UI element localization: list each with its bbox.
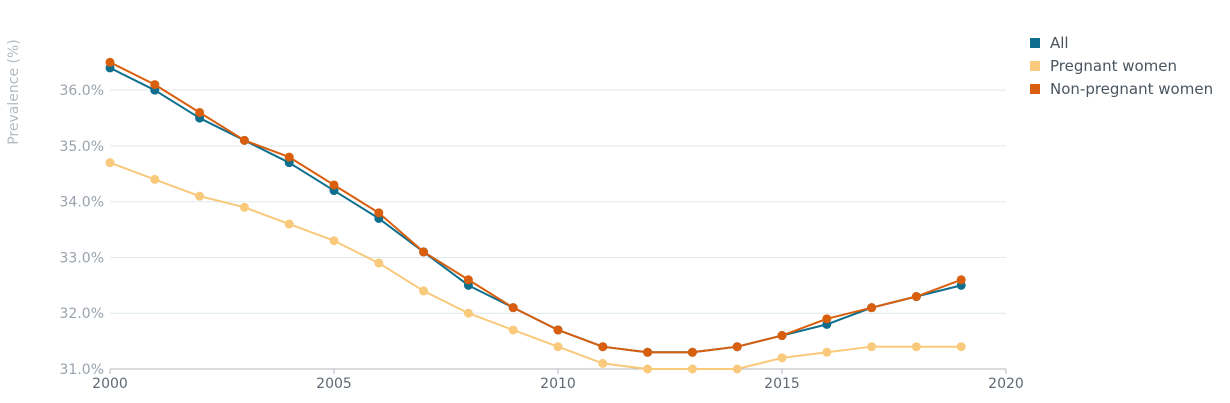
data-point-pregnant-women (195, 191, 205, 201)
legend-item-non-pregnant-women: Non-pregnant women (1030, 80, 1213, 98)
data-point-pregnant-women (732, 364, 742, 374)
legend-label: Pregnant women (1050, 57, 1177, 75)
y-axis-ticks: 31.0% 32.0% 33.0% 34.0% 35.0% 36.0% (60, 83, 104, 378)
data-point-pregnant-women (777, 353, 787, 363)
data-point-pregnant-women (687, 364, 697, 374)
x-axis-ticks: 2000 2005 2010 2015 2020 (92, 369, 1024, 392)
legend-label: All (1050, 34, 1069, 52)
data-point-pregnant-women (867, 342, 877, 352)
series-line-pregnant-women (109, 161, 962, 370)
data-point-non-pregnant-women (329, 180, 339, 190)
data-point-non-pregnant-women (732, 342, 742, 352)
data-point-pregnant-women (105, 158, 115, 168)
legend-item-pregnant-women: Pregnant women (1030, 57, 1177, 75)
data-point-non-pregnant-women (419, 247, 429, 257)
series-non-pregnant-women (105, 57, 966, 357)
y-tick-label: 31.0% (60, 362, 104, 378)
y-tick-label: 36.0% (60, 83, 104, 99)
data-point-non-pregnant-women (956, 275, 966, 285)
data-point-non-pregnant-women (508, 303, 518, 313)
data-point-non-pregnant-women (553, 325, 563, 335)
y-tick-label: 32.0% (60, 306, 104, 322)
data-point-pregnant-women (553, 342, 563, 352)
y-tick-label: 35.0% (60, 139, 104, 155)
data-point-non-pregnant-women (911, 292, 921, 302)
data-point-pregnant-women (374, 258, 384, 268)
data-point-non-pregnant-women (822, 314, 832, 324)
data-point-pregnant-women (329, 236, 339, 246)
legend-item-all: All (1030, 34, 1069, 52)
data-point-pregnant-women (463, 308, 473, 318)
data-point-pregnant-women (598, 358, 608, 368)
legend-swatch (1030, 61, 1040, 71)
data-point-pregnant-women (822, 347, 832, 357)
data-point-non-pregnant-women (867, 303, 877, 313)
legend-label: Non-pregnant women (1050, 80, 1213, 98)
series-line-non-pregnant-women (109, 61, 962, 354)
data-point-non-pregnant-women (239, 135, 249, 145)
data-point-non-pregnant-women (150, 80, 160, 90)
x-tick-label: 2015 (764, 376, 800, 392)
data-point-pregnant-women (956, 342, 966, 352)
data-point-non-pregnant-women (598, 342, 608, 352)
y-axis-label: Prevalence (%) (6, 39, 22, 145)
y-tick-label: 34.0% (60, 195, 104, 211)
x-tick-label: 2020 (988, 376, 1024, 392)
series-line-all (109, 66, 962, 354)
data-point-pregnant-women (239, 202, 249, 212)
data-point-pregnant-women (643, 364, 653, 374)
data-point-non-pregnant-women (687, 347, 697, 357)
data-point-pregnant-women (508, 325, 518, 335)
x-tick-label: 2000 (92, 376, 128, 392)
legend-swatch (1030, 38, 1040, 48)
x-tick-label: 2010 (540, 376, 576, 392)
data-point-non-pregnant-women (284, 152, 294, 162)
data-point-pregnant-women (911, 342, 921, 352)
y-tick-label: 33.0% (60, 250, 104, 266)
series-pregnant-women (105, 158, 966, 374)
data-point-non-pregnant-women (195, 107, 205, 117)
series-lines (105, 57, 966, 374)
x-tick-label: 2005 (316, 376, 352, 392)
data-point-non-pregnant-women (463, 275, 473, 285)
data-point-non-pregnant-women (777, 331, 787, 341)
data-point-pregnant-women (284, 219, 294, 229)
data-point-non-pregnant-women (643, 347, 653, 357)
legend-swatch (1030, 84, 1040, 94)
data-point-pregnant-women (150, 174, 160, 184)
data-point-pregnant-women (419, 286, 429, 296)
data-point-non-pregnant-women (374, 208, 384, 218)
legend: All Pregnant women Non-pregnant women (1030, 34, 1213, 98)
data-point-non-pregnant-women (105, 57, 115, 67)
